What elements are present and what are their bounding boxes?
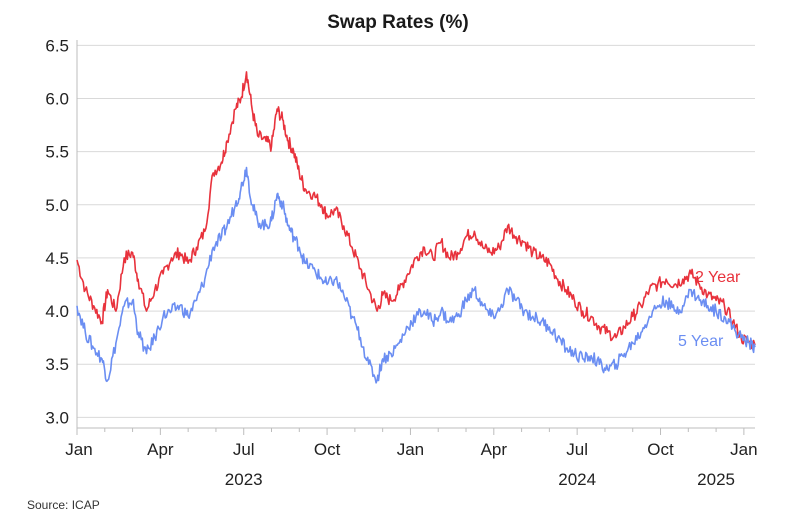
x-tick-label: Jul <box>566 440 588 459</box>
x-tick-label: Apr <box>147 440 174 459</box>
x-tick-label: Jul <box>233 440 255 459</box>
series-line-2-year <box>76 71 756 350</box>
x-tick-label: Jan <box>65 440 92 459</box>
x-tick-label: Oct <box>314 440 341 459</box>
x-tick-label: Jan <box>397 440 424 459</box>
year-label: 2023 <box>225 470 263 489</box>
y-tick-label: 4.0 <box>45 302 69 321</box>
axes <box>76 40 755 435</box>
series-lines <box>76 71 756 384</box>
source-note: Source: ICAP <box>27 498 100 512</box>
x-tick-label: Oct <box>647 440 674 459</box>
y-tick-label: 3.5 <box>45 355 69 374</box>
y-tick-label: 3.0 <box>45 408 69 427</box>
y-tick-label: 5.5 <box>45 143 69 162</box>
year-label: 2024 <box>558 470 596 489</box>
series-label-5-year: 5 Year <box>678 333 724 350</box>
tick-labels: 3.0 3.5 4.0 4.5 5.0 5.5 6.0 6.5 Jan Apr Jul Oct Jan A… <box>45 36 757 489</box>
y-tick-label: 4.5 <box>45 249 69 268</box>
x-tick-label: Apr <box>481 440 508 459</box>
series-line-5-year <box>76 166 756 384</box>
chart-title: Swap Rates (%) <box>327 12 468 33</box>
y-tick-label: 5.0 <box>45 196 69 215</box>
y-tick-label: 6.0 <box>45 89 69 108</box>
gridlines <box>77 44 755 418</box>
x-tick-label: Jan <box>730 440 757 459</box>
series-label-2-year: 2 Year <box>695 269 741 286</box>
y-tick-label: 6.5 <box>45 36 69 55</box>
year-label: 2025 <box>697 470 735 489</box>
